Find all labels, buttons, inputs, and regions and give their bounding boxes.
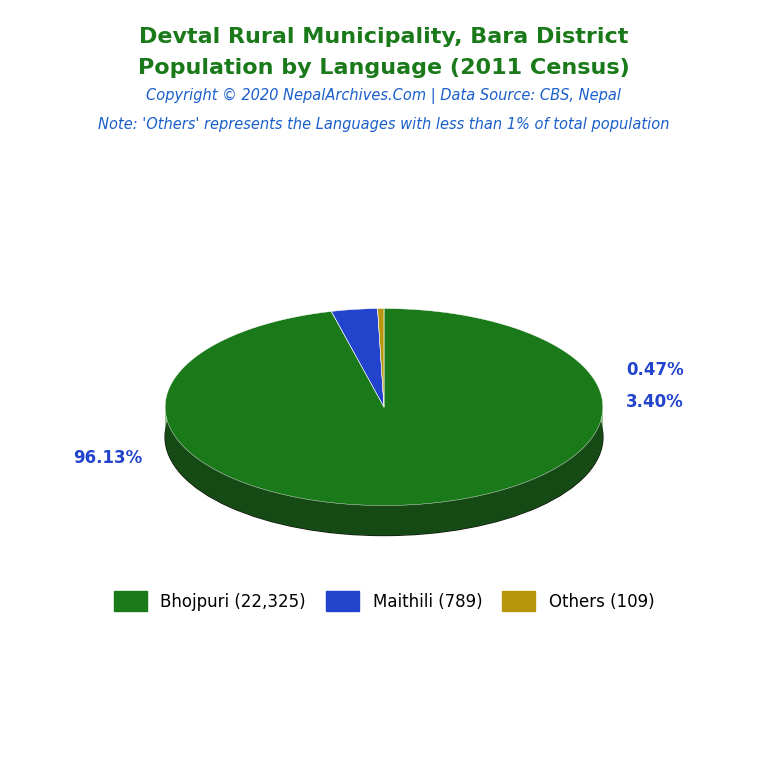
Polygon shape bbox=[378, 309, 384, 407]
Text: 3.40%: 3.40% bbox=[626, 393, 684, 412]
Polygon shape bbox=[165, 309, 603, 505]
Legend: Bhojpuri (22,325), Maithili (789), Others (109): Bhojpuri (22,325), Maithili (789), Other… bbox=[107, 584, 661, 618]
Text: 96.13%: 96.13% bbox=[73, 449, 142, 467]
Polygon shape bbox=[165, 408, 603, 535]
Ellipse shape bbox=[165, 339, 603, 535]
Polygon shape bbox=[331, 309, 384, 407]
Text: 0.47%: 0.47% bbox=[626, 361, 684, 379]
Text: Population by Language (2011 Census): Population by Language (2011 Census) bbox=[138, 58, 630, 78]
Text: Devtal Rural Municipality, Bara District: Devtal Rural Municipality, Bara District bbox=[139, 27, 629, 47]
Text: Note: 'Others' represents the Languages with less than 1% of total population: Note: 'Others' represents the Languages … bbox=[98, 117, 670, 132]
Text: Copyright © 2020 NepalArchives.Com | Data Source: CBS, Nepal: Copyright © 2020 NepalArchives.Com | Dat… bbox=[147, 88, 621, 104]
